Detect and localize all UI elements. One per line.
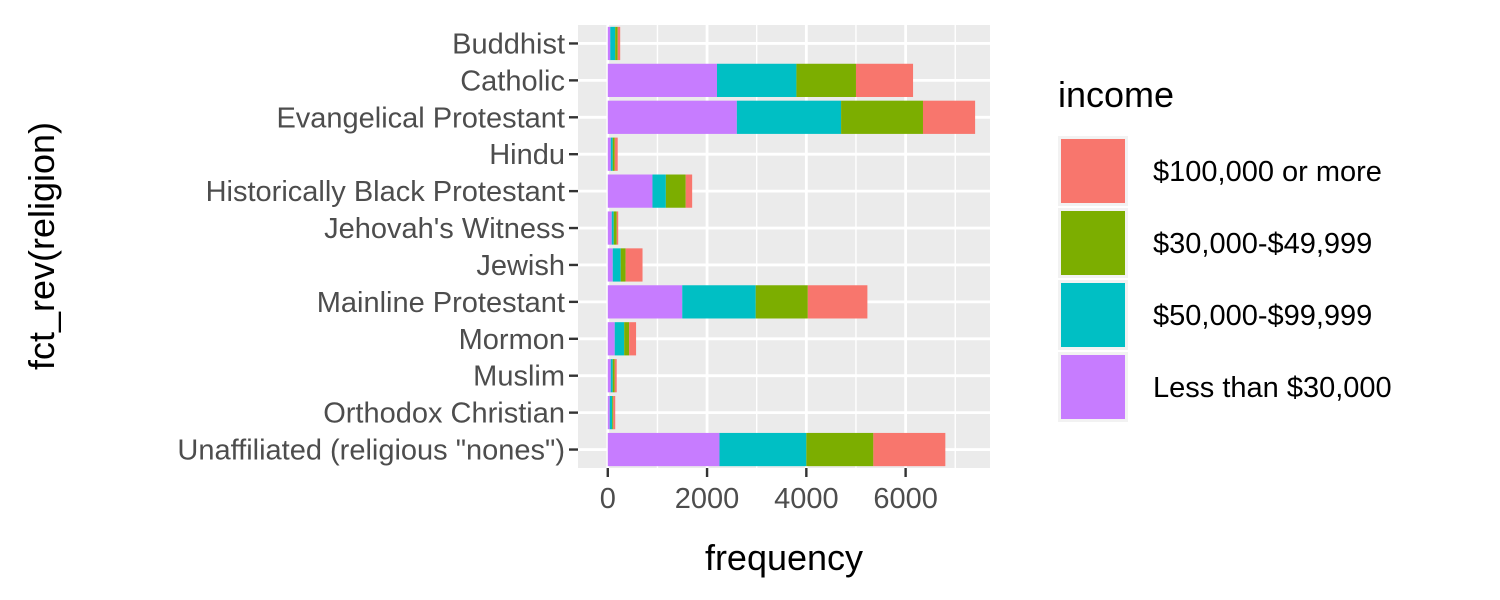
y-tick-label: Mormon: [459, 324, 565, 356]
bar-segment: [614, 137, 618, 171]
bar-segment: [607, 396, 610, 430]
x-axis-title: frequency: [705, 537, 863, 578]
bar-segment: [719, 432, 807, 467]
bar-segment: [617, 26, 621, 61]
bar-segment: [607, 248, 613, 282]
y-tick-label: Orthodox Christian: [323, 398, 565, 430]
bar-segment: [614, 322, 625, 356]
bar-segment: [607, 174, 653, 208]
bar-segment: [607, 137, 611, 171]
bar-segment: [610, 359, 613, 393]
y-tick-label: Jewish: [476, 250, 565, 282]
bar-segment: [614, 359, 617, 393]
bar-segment: [611, 211, 614, 245]
legend-key-swatch: [1061, 355, 1125, 419]
x-tick-label: 4000: [774, 483, 839, 515]
bar-segment: [873, 432, 946, 467]
bars: [607, 26, 976, 467]
bar-segment: [796, 63, 856, 97]
legend-entry-label: $100,000 or more: [1153, 156, 1382, 188]
bar-segment: [607, 432, 720, 467]
bar-segment: [607, 285, 683, 319]
legend: income $100,000 or more $30,000-$49,999 $5…: [1058, 74, 1392, 422]
legend-entry-label: Less than $30,000: [1153, 372, 1392, 404]
x-axis: 0 2000 4000 6000: [600, 468, 938, 515]
legend-entry-label: $50,000-$99,999: [1153, 300, 1372, 332]
bar-segment: [610, 26, 616, 61]
y-tick-label: Unaffiliated (religious "nones"): [177, 435, 565, 467]
bar-segment: [736, 100, 842, 134]
bar-segment: [610, 137, 613, 171]
bar-segment: [682, 285, 756, 319]
bar-segment: [607, 359, 611, 393]
y-tick-label: Buddhist: [452, 28, 565, 60]
bar-segment: [613, 396, 616, 430]
bar-segment: [607, 100, 737, 134]
bar-segment: [755, 285, 808, 319]
y-tick-label: Evangelical Protestant: [276, 102, 565, 134]
bar-segment: [607, 322, 615, 356]
bar-segment: [612, 396, 614, 430]
bar-segment: [652, 174, 666, 208]
bar-segment: [616, 211, 619, 245]
bar-segment: [922, 100, 976, 134]
bar-segment: [612, 359, 615, 393]
bar-segment: [612, 248, 621, 282]
bar-segment: [607, 211, 612, 245]
bar-segment: [612, 137, 615, 171]
legend-title: income: [1058, 74, 1174, 115]
x-tick-label: 2000: [675, 483, 740, 515]
bar-segment: [716, 63, 797, 97]
y-tick-label: Mainline Protestant: [317, 287, 565, 319]
bar-segment: [841, 100, 923, 134]
bar-segment: [620, 248, 626, 282]
bar-segment: [607, 26, 611, 61]
bar-segment: [609, 396, 613, 430]
legend-key-swatch: [1061, 139, 1125, 203]
y-tick-label: Hindu: [489, 139, 565, 171]
bar-segment: [685, 174, 693, 208]
bar-segment: [615, 26, 618, 61]
bar-segment: [855, 63, 914, 97]
y-tick-label: Historically Black Protestant: [206, 176, 565, 208]
bar-segment: [613, 211, 617, 245]
legend-key-swatch: [1061, 211, 1125, 275]
x-tick-label: 0: [600, 483, 616, 515]
bar-segment: [665, 174, 686, 208]
plot-panel: [578, 25, 990, 468]
bar-segment: [607, 63, 717, 97]
y-tick-label: Jehovah's Witness: [324, 213, 565, 245]
y-axis-title: fct_rev(religion): [21, 122, 62, 370]
legend-key-swatch: [1061, 283, 1125, 347]
bar-segment: [624, 322, 630, 356]
bar-segment: [625, 248, 643, 282]
bar-segment: [807, 285, 868, 319]
x-tick-label: 6000: [873, 483, 938, 515]
y-tick-label: Muslim: [473, 361, 565, 393]
bar-segment: [806, 432, 874, 467]
legend-entry-label: $30,000-$49,999: [1153, 228, 1372, 260]
y-tick-label: Catholic: [460, 65, 565, 97]
y-axis: Buddhist Catholic Evangelical Protestant Hi…: [177, 28, 578, 467]
bar-segment: [629, 322, 637, 356]
